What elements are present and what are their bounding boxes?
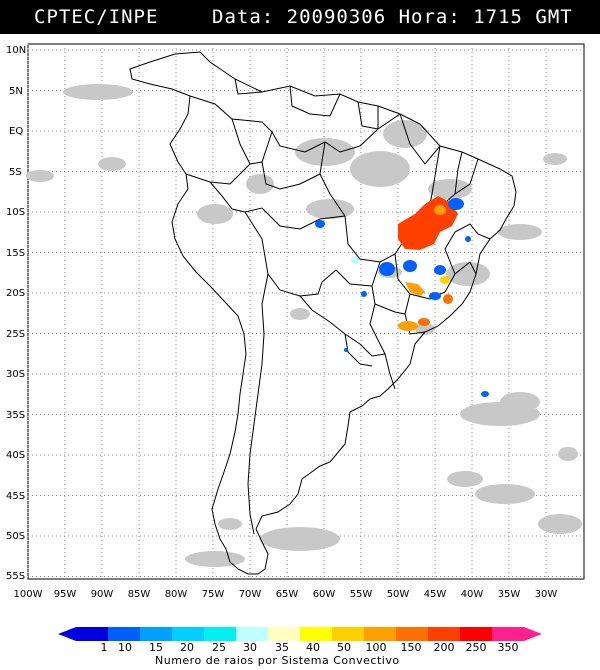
color-bar-label: 25 <box>212 641 226 654</box>
lon-label: 35W <box>497 589 521 600</box>
color-bar-left-arrow <box>58 627 76 641</box>
date-time-stamp: Data: 20090306 Hora: 1715 GMT <box>212 6 573 28</box>
color-bar-cell <box>140 627 173 641</box>
lon-label: 75W <box>201 589 225 600</box>
lon-label: 85W <box>127 589 151 600</box>
color-bar-cell <box>236 627 269 641</box>
color-bar-cell <box>204 627 237 641</box>
color-bar-label: 1 <box>100 641 108 654</box>
color-bar-cell <box>268 627 301 641</box>
lon-label: 55W <box>349 589 373 600</box>
color-bar-right-arrow <box>524 627 542 641</box>
lon-label: 95W <box>53 589 77 600</box>
color-bar-label: 100 <box>365 641 387 654</box>
color-bar-label: 40 <box>306 641 320 654</box>
color-bar-cell <box>108 627 141 641</box>
lat-label: 5N <box>9 86 23 97</box>
lon-label: 80W <box>164 589 188 600</box>
color-bar-cell <box>428 627 461 641</box>
color-bar-label: 10 <box>118 641 132 654</box>
lat-label: 40S <box>6 450 26 461</box>
lat-label: 50S <box>6 531 26 542</box>
color-bar-cells <box>76 627 525 641</box>
lat-label: 15S <box>6 248 26 259</box>
lon-label: 30W <box>534 589 558 600</box>
color-bar-label: 200 <box>433 641 455 654</box>
lat-label: 20S <box>6 288 26 299</box>
south-america-coastline <box>129 51 517 575</box>
color-bar-label: 35 <box>275 641 289 654</box>
lat-label: EQ <box>9 126 24 137</box>
lat-label: 35S <box>6 410 26 421</box>
color-bar-label: 50 <box>337 641 351 654</box>
lat-label: 30S <box>6 369 26 380</box>
color-bar-label: 30 <box>243 641 257 654</box>
lon-label: 40W <box>460 589 484 600</box>
lon-label: 70W <box>238 589 262 600</box>
color-bar-cell <box>172 627 205 641</box>
color-bar-cell <box>492 627 525 641</box>
color-bar-label: 15 <box>149 641 163 654</box>
lat-label: 55S <box>6 571 26 582</box>
lat-label: 45S <box>6 491 26 502</box>
lat-lon-grid <box>27 44 584 579</box>
cloud-cover <box>26 84 582 567</box>
color-bar-cell <box>364 627 397 641</box>
color-bar-title: Numero de raios por Sistema Convectivo <box>155 654 400 667</box>
lon-label: 100W <box>13 589 43 600</box>
color-bar-cell <box>300 627 333 641</box>
color-bar-label: 350 <box>497 641 519 654</box>
lon-label: 45W <box>423 589 447 600</box>
lon-label: 90W <box>90 589 114 600</box>
lat-label: 10N <box>6 45 27 56</box>
lat-label: 25S <box>6 329 26 340</box>
lon-label: 60W <box>312 589 336 600</box>
color-bar-cell <box>76 627 109 641</box>
lat-label: 10S <box>6 207 26 218</box>
color-bar-cell <box>396 627 429 641</box>
color-bar-label: 150 <box>400 641 422 654</box>
lightning-map <box>26 43 585 580</box>
color-bar-label: 250 <box>465 641 487 654</box>
organization-label: CPTEC/INPE <box>34 6 159 28</box>
map-header: CPTEC/INPE Data: 20090306 Hora: 1715 GMT <box>0 0 600 34</box>
lat-label: 5S <box>9 167 22 178</box>
lightning-cells <box>315 196 489 397</box>
color-scale-bar <box>58 627 542 641</box>
color-bar-cell <box>460 627 493 641</box>
lon-label: 50W <box>386 589 410 600</box>
color-bar-label: 20 <box>180 641 194 654</box>
lon-label: 65W <box>275 589 299 600</box>
color-bar-cell <box>332 627 365 641</box>
